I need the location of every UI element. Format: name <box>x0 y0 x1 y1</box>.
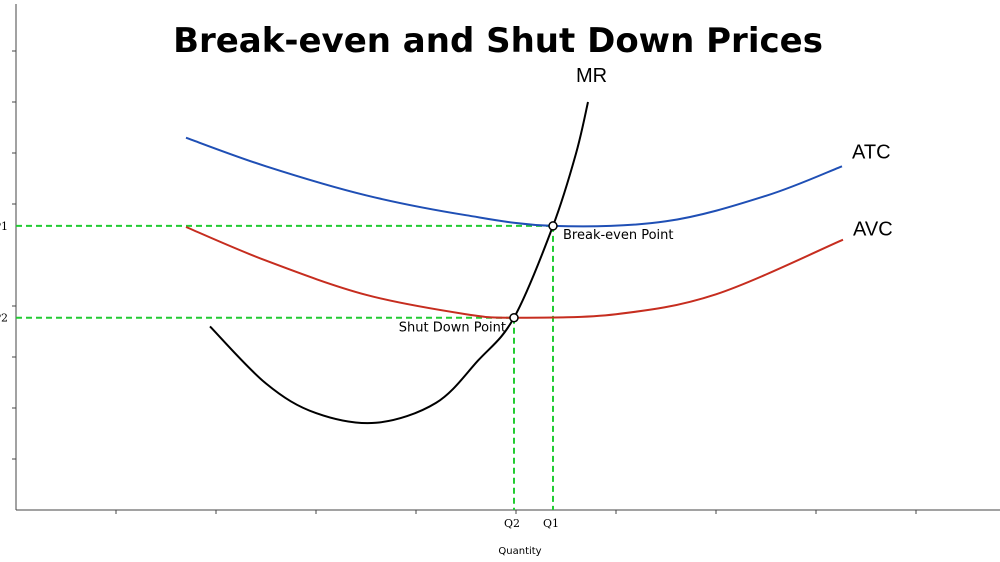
labels: P1 Q1 P2 Q2 ATC AVC MR Break-even Point Shut Dow… <box>0 65 893 530</box>
points <box>509 221 558 323</box>
x-tick-label-q1: Q1 <box>543 517 559 530</box>
axes <box>12 4 1000 514</box>
curves <box>185 101 844 425</box>
point-label-0: Break-even Point <box>563 228 674 243</box>
series-avc-label: AVC <box>853 219 893 241</box>
point-marker-0 <box>548 221 558 231</box>
series-mr-line <box>209 101 589 425</box>
series-atc-line <box>185 136 843 228</box>
y-tick-label-p1: P1 <box>0 220 8 233</box>
reference-lines <box>16 224 554 510</box>
point-marker-1 <box>509 312 519 323</box>
series-atc-label: ATC <box>852 141 891 163</box>
chart-title: Break-even and Shut Down Prices <box>173 21 823 61</box>
series-mr-label: MR <box>576 65 607 87</box>
point-label-1: Shut Down Point <box>399 321 506 336</box>
y-tick-label-p2: P2 <box>0 312 8 325</box>
x-axis-title: Quantity <box>498 546 541 557</box>
series-avc-line <box>185 226 844 319</box>
x-tick-label-q2: Q2 <box>504 517 520 530</box>
